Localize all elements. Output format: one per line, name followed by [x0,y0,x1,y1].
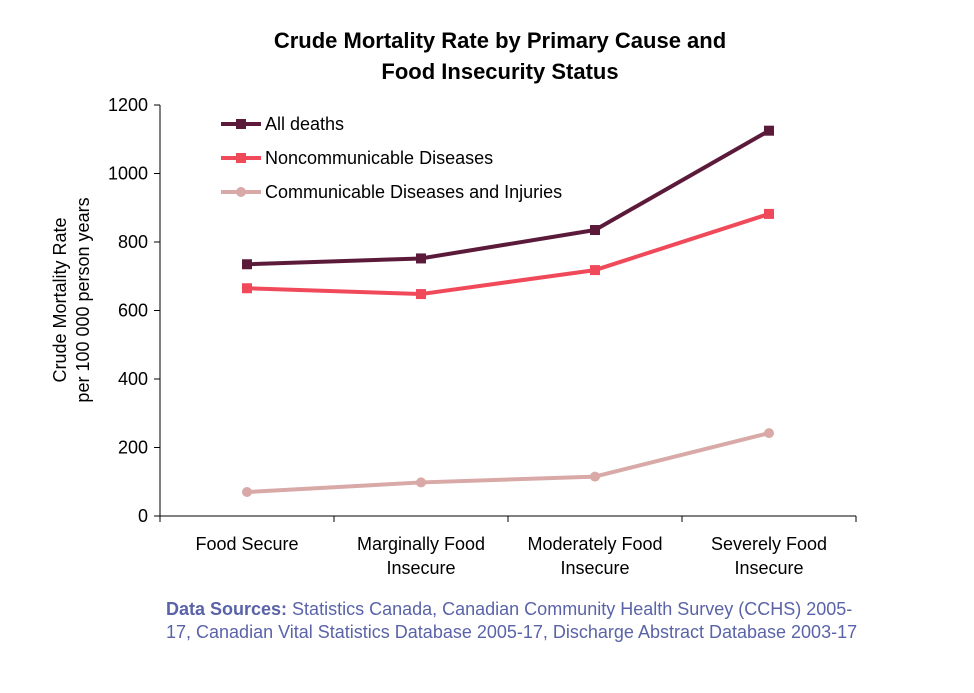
y-axis-label-line-1: Crude Mortality Rate [50,217,70,382]
y-axis-ticks: 0 200 400 600 800 1000 1200 [108,95,160,526]
series-line [246,431,770,495]
legend-marker [236,119,246,129]
legend-label: Communicable Diseases and Injuries [265,182,562,202]
x-category-label: Insecure [734,558,803,578]
data-point [590,225,600,236]
chart-title-line-2: Food Insecurity Status [381,59,618,84]
legend-entry: Communicable Diseases and Injuries [221,182,562,202]
data-point [242,283,252,294]
legend-label: All deaths [265,114,344,134]
y-tick-label: 200 [118,438,148,458]
x-category-label: Marginally Food [357,534,485,554]
x-category-label: Insecure [386,558,455,578]
legend-marker [236,153,246,163]
data-point [764,428,774,439]
x-category-label: Moderately Food [527,534,662,554]
legend: All deaths Noncommunicable Diseases Commun… [221,114,562,202]
data-point [590,265,600,276]
series-lines [242,125,774,498]
data-point [242,487,252,498]
data-sources-note: Data Sources: Statistics Canada, Canadia… [166,598,866,644]
legend-entry: Noncommunicable Diseases [221,148,493,168]
data-point [764,125,774,136]
chart-title-line-1: Crude Mortality Rate by Primary Cause an… [274,28,726,53]
y-tick-label: 800 [118,232,148,252]
data-sources-text: Statistics Canada, Canadian Community He… [166,599,858,642]
data-sources-label: Data Sources: [166,599,288,619]
y-axis-label: Crude Mortality Rate per 100 000 person … [50,197,93,402]
y-tick-label: 600 [118,301,148,321]
y-axis-label-line-2: per 100 000 person years [73,197,93,402]
data-point [590,471,600,482]
y-tick-label: 1200 [108,95,148,115]
legend-marker [236,187,246,197]
data-point [242,259,252,270]
chart-title: Crude Mortality Rate by Primary Cause an… [274,28,726,84]
series-line [246,128,770,267]
data-point [416,253,426,264]
legend-entry: All deaths [221,114,344,134]
series-line [246,212,770,297]
series-1 [242,208,774,300]
y-tick-label: 0 [138,506,148,526]
x-category-label: Insecure [560,558,629,578]
x-axis-categories: Food Secure Marginally Food Insecure Modera… [159,516,857,578]
x-category-label: Food Secure [195,534,298,554]
y-tick-label: 1000 [108,164,148,184]
y-tick-label: 400 [118,369,148,389]
x-category-label: Severely Food [711,534,827,554]
data-point [764,208,774,219]
series-2 [242,428,774,498]
legend-label: Noncommunicable Diseases [265,148,493,168]
series-0 [242,125,774,270]
data-point [416,289,426,300]
data-point [416,477,426,488]
line-chart: Crude Mortality Rate by Primary Cause an… [50,28,857,578]
